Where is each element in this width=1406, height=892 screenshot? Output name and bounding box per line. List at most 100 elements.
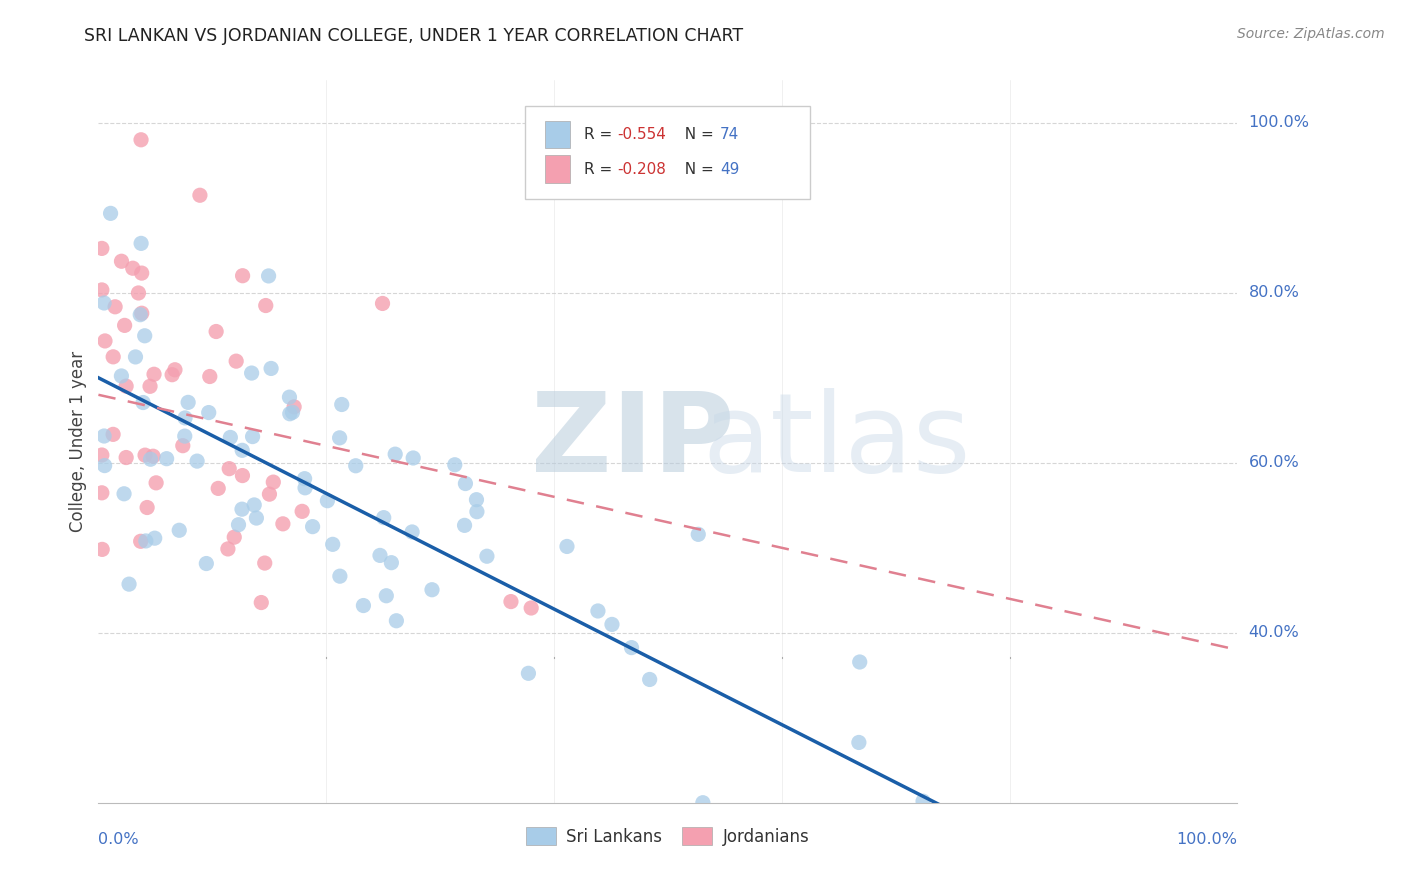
Text: N =: N = xyxy=(675,127,718,142)
Point xyxy=(132,395,155,409)
Point xyxy=(454,476,477,491)
Point xyxy=(134,328,156,343)
Point xyxy=(688,527,710,541)
Point xyxy=(129,236,152,251)
Point xyxy=(344,458,367,473)
Point xyxy=(90,241,112,255)
Point xyxy=(253,556,276,570)
Point xyxy=(443,458,465,472)
Point xyxy=(257,268,280,283)
Point xyxy=(294,481,316,495)
Point xyxy=(90,448,112,462)
Point xyxy=(555,540,578,554)
Text: R =: R = xyxy=(583,127,617,142)
Point xyxy=(174,411,197,425)
Point xyxy=(373,510,395,524)
Point xyxy=(93,296,115,310)
Point xyxy=(143,368,166,382)
Point xyxy=(219,430,242,444)
Point xyxy=(110,368,132,383)
Point xyxy=(188,188,211,202)
FancyBboxPatch shape xyxy=(526,105,810,200)
Text: 100.0%: 100.0% xyxy=(1249,115,1309,130)
Point xyxy=(520,601,543,615)
Point xyxy=(100,206,122,220)
Text: 0.0%: 0.0% xyxy=(98,831,139,847)
Point xyxy=(329,431,352,445)
Point xyxy=(620,640,643,655)
Point xyxy=(121,261,143,276)
Text: R =: R = xyxy=(583,161,617,177)
Point xyxy=(243,498,266,512)
Point xyxy=(586,604,609,618)
Point xyxy=(281,405,304,419)
Point xyxy=(254,299,277,313)
Point xyxy=(110,254,132,268)
Point xyxy=(112,487,135,501)
Point xyxy=(186,454,208,468)
Point xyxy=(104,300,127,314)
FancyBboxPatch shape xyxy=(546,120,569,148)
Point xyxy=(225,354,247,368)
Point xyxy=(115,379,138,393)
Text: 100.0%: 100.0% xyxy=(1177,831,1237,847)
Point xyxy=(101,427,124,442)
Point xyxy=(368,549,391,563)
Point xyxy=(638,673,661,687)
Point xyxy=(278,390,301,404)
Point xyxy=(1204,813,1226,827)
Point xyxy=(330,397,353,411)
Point xyxy=(129,133,152,147)
Text: ZIP: ZIP xyxy=(531,388,734,495)
Point xyxy=(402,450,425,465)
Point xyxy=(172,439,194,453)
Point xyxy=(420,582,443,597)
FancyBboxPatch shape xyxy=(546,155,569,183)
Point xyxy=(600,617,623,632)
Point xyxy=(262,475,284,489)
Point xyxy=(129,308,152,322)
Point xyxy=(294,472,316,486)
Point xyxy=(912,794,935,808)
Point xyxy=(131,306,153,320)
Point xyxy=(231,443,253,458)
Point xyxy=(301,519,323,533)
Point xyxy=(115,450,138,465)
Text: Source: ZipAtlas.com: Source: ZipAtlas.com xyxy=(1237,27,1385,41)
Point xyxy=(93,429,115,443)
Text: N =: N = xyxy=(675,161,718,177)
Point xyxy=(384,447,406,461)
Point xyxy=(329,569,352,583)
Point xyxy=(322,537,344,551)
Point xyxy=(465,492,488,507)
Point xyxy=(207,482,229,496)
Point xyxy=(173,429,195,443)
Point xyxy=(224,530,246,544)
Point xyxy=(371,296,394,310)
Text: 60.0%: 60.0% xyxy=(1249,455,1299,470)
Point xyxy=(240,366,263,380)
Point xyxy=(160,368,183,382)
Point xyxy=(380,556,402,570)
Point xyxy=(271,516,294,531)
Point xyxy=(139,379,162,393)
Point xyxy=(118,577,141,591)
Point xyxy=(155,451,177,466)
Point xyxy=(232,268,254,283)
Point xyxy=(259,487,281,501)
Point xyxy=(385,614,408,628)
Text: 74: 74 xyxy=(720,127,740,142)
Point xyxy=(401,524,423,539)
Point xyxy=(283,400,305,414)
Point xyxy=(124,350,146,364)
Point xyxy=(139,452,162,467)
Point xyxy=(453,518,475,533)
Point xyxy=(93,458,115,473)
Point xyxy=(163,363,186,377)
Text: 49: 49 xyxy=(720,161,740,177)
Point xyxy=(228,517,250,532)
Point xyxy=(828,813,851,827)
Point xyxy=(465,505,488,519)
Point xyxy=(145,475,167,490)
Point xyxy=(499,594,522,608)
